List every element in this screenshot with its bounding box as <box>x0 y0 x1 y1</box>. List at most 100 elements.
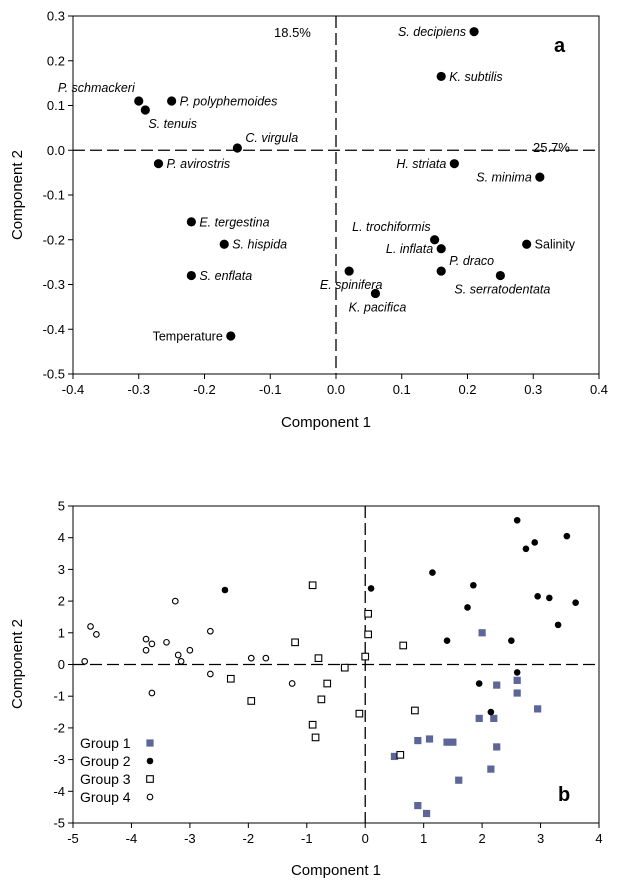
x-tick-label: -1 <box>301 831 313 846</box>
point-s-hispida <box>219 239 229 249</box>
points-b <box>81 516 579 818</box>
point-label: P. avirostris <box>166 157 230 171</box>
y-tick-label: -0.3 <box>43 277 65 292</box>
group-4-point <box>206 627 214 635</box>
point-s-minima <box>535 172 545 182</box>
y-tick-label: 1 <box>58 625 65 640</box>
x-axis-label-a: Component 1 <box>281 414 371 431</box>
x-tick-label: -0.2 <box>193 382 215 397</box>
x-tick-label: 2 <box>478 831 485 846</box>
point-label: P. polyphemoides <box>180 95 278 109</box>
point-p-draco <box>436 266 446 276</box>
y-axis-a: 0.3 0.2 0.1 0.0 -0.1 -0.2 -0.3 -0.4 -0.5 <box>43 9 73 382</box>
y-tick-label: -0.5 <box>43 367 65 382</box>
group-4-point <box>171 597 179 605</box>
y-tick-label: -0.2 <box>43 232 65 247</box>
x-tick-label: 0.1 <box>393 382 411 397</box>
point-label: S. decipiens <box>398 25 466 39</box>
y-tick-label: 0.2 <box>47 53 65 68</box>
variance-label-component1: 25.7% <box>533 140 570 155</box>
group-4-point <box>262 654 270 662</box>
group-1-point <box>449 738 457 746</box>
group-1-point <box>487 765 495 773</box>
point-label: K. subtilis <box>449 70 503 84</box>
group-2-point <box>531 539 539 546</box>
point-s-tenuis <box>140 105 150 115</box>
group-1-point <box>490 714 498 722</box>
group-4-point <box>142 635 150 643</box>
group-1-point <box>513 689 521 697</box>
group-1-point <box>475 714 483 722</box>
group-1-point <box>534 705 542 713</box>
point-l-trochiformis <box>430 235 440 245</box>
point-k-pacifica <box>370 288 381 299</box>
point-c-virgula <box>232 143 242 153</box>
point-label: C. virgula <box>245 131 298 145</box>
group-2-point <box>367 585 375 592</box>
point-label: S. enflata <box>199 269 252 283</box>
x-tick-label: -5 <box>67 831 79 846</box>
group-1-point <box>443 738 451 746</box>
group-1-point <box>390 752 399 761</box>
point-p-schmackeri <box>134 96 144 106</box>
group-3-point <box>399 641 408 650</box>
legend-marker-group-4 <box>146 793 154 801</box>
variance-label-component2: 18.5% <box>274 25 311 40</box>
group-2-point <box>443 637 451 645</box>
group-3-point <box>411 706 419 715</box>
group-3-point <box>226 674 235 683</box>
group-1-point <box>493 681 501 689</box>
group-1-point <box>493 743 501 751</box>
group-3-point <box>364 609 372 618</box>
group-3-point <box>340 663 349 672</box>
group-3-point <box>314 654 323 663</box>
y-tick-label: -3 <box>53 752 65 767</box>
legend-marker-group-2 <box>146 757 154 765</box>
point-label: S. serratodentata <box>454 283 550 297</box>
group-2-point <box>513 669 521 676</box>
point-label: P. draco <box>449 254 494 268</box>
point-e-spinifera <box>344 266 354 276</box>
x-axis-a: -0.4 -0.3 -0.2 -0.1 0.0 0.1 0.2 0.3 0.4 <box>62 374 608 397</box>
legend-b: Group 1 Group 2 Group 3 Group 4 <box>80 735 154 805</box>
group-4-point <box>177 657 185 665</box>
point-salinity <box>522 239 532 249</box>
point-label: P. schmackeri <box>58 81 136 95</box>
group-2-point <box>475 680 483 687</box>
group-4-point <box>247 654 255 662</box>
group-1-point <box>422 809 431 818</box>
x-tick-label: -0.1 <box>259 382 281 397</box>
point-p-polyphemoides <box>167 96 177 106</box>
x-tick-label: -4 <box>126 831 138 846</box>
point-label: Temperature <box>153 329 223 343</box>
group-4-point <box>93 631 100 638</box>
group-2-point <box>464 604 471 611</box>
y-tick-label: 5 <box>58 499 65 514</box>
group-3-point <box>247 697 256 705</box>
point-label: S. minima <box>476 171 532 185</box>
point-h-striata <box>449 159 459 169</box>
y-tick-label: 4 <box>58 530 65 545</box>
legend-label-group-4: Group 4 <box>80 789 131 805</box>
group-4-point <box>288 680 296 687</box>
point-label: S. tenuis <box>148 117 197 131</box>
y-tick-label: 0.0 <box>47 143 65 158</box>
group-2-point <box>429 569 436 576</box>
group-1-point <box>513 676 521 684</box>
y-axis-label-a: Component 2 <box>9 150 26 240</box>
group-2-point <box>546 594 553 602</box>
y-tick-label: -2 <box>53 720 65 735</box>
group-4-point <box>174 651 182 659</box>
point-label: Salinity <box>535 238 576 252</box>
y-tick-label: 3 <box>58 562 65 577</box>
group-2-point <box>508 637 515 645</box>
x-tick-label: -0.4 <box>62 382 84 397</box>
group-2-point <box>513 516 521 524</box>
y-tick-label: 0 <box>58 657 65 672</box>
x-tick-label: 0.4 <box>590 382 608 397</box>
point-e-tergestina <box>186 217 196 227</box>
y-tick-label: 0.3 <box>47 9 65 24</box>
point-label: K. pacifica <box>349 300 407 314</box>
y-tick-label: 2 <box>58 594 65 609</box>
